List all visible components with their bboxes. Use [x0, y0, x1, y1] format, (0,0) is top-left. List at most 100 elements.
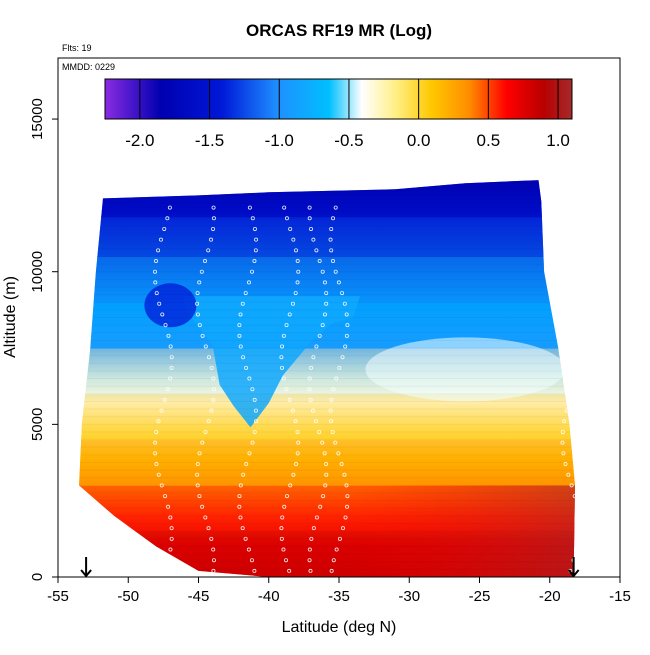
flight-track-dot [342, 472, 347, 477]
y-tick-label: 15000 [29, 98, 46, 140]
flight-track-dot [560, 259, 565, 264]
flight-track-dot [307, 558, 312, 563]
flight-track-dot [287, 568, 292, 573]
flight-track-dot [342, 301, 347, 306]
flight-track-dot [153, 280, 158, 285]
flight-track-dot [577, 516, 580, 519]
flight-track-dot [323, 483, 328, 488]
x-tick-label: -55 [47, 588, 69, 605]
down-arrow-icon [567, 569, 580, 578]
flight-track-dot [576, 505, 579, 508]
dry-core [144, 283, 197, 328]
flights-annotation: Flts: 19 [62, 43, 92, 53]
flight-track-dot [567, 226, 572, 231]
flight-track-dot [211, 387, 216, 392]
flight-track-dot [324, 301, 329, 306]
colorbar-tick-label: 1.0 [546, 131, 570, 150]
flight-track-dot [240, 526, 245, 531]
flight-track-dot [288, 226, 293, 231]
flight-track-dot [197, 451, 202, 456]
flight-track-dot [571, 387, 575, 392]
flight-track-dot [573, 323, 575, 328]
flight-track-dot [211, 205, 216, 210]
flight-track-dot [154, 462, 159, 467]
flight-track-dot [197, 323, 202, 328]
flight-track-dot [296, 440, 301, 445]
flight-track-dot [243, 536, 248, 541]
flight-track-dot [562, 419, 567, 424]
flight-track-dot [307, 547, 312, 552]
flight-track-dot [564, 237, 569, 242]
flight-track-dot [293, 248, 298, 253]
flight-track-dot [280, 344, 285, 349]
field-moist-north [365, 337, 566, 402]
flight-track-dot [322, 451, 327, 456]
flight-track-dot [206, 355, 211, 360]
flight-track-dot [211, 226, 216, 231]
flight-track-dot [280, 365, 285, 370]
flight-track-dot [163, 494, 168, 499]
x-axis-label: Latitude (deg N) [282, 619, 397, 636]
flight-track-dot [153, 269, 158, 274]
flight-track-dot [157, 301, 162, 306]
flight-track-dot [314, 248, 319, 253]
flight-track-dot [200, 440, 205, 445]
flight-track-dot [330, 429, 335, 434]
date-annotation: MMDD: 0229 [62, 62, 115, 72]
y-tick-label: 5000 [29, 408, 46, 441]
flight-track-dot [252, 397, 257, 402]
colorbar-gradient [104, 78, 573, 120]
flight-track-dot [295, 451, 300, 456]
flight-track-dot [560, 269, 565, 274]
flight-track-dot [195, 472, 200, 477]
flight-track-dot [153, 259, 158, 264]
flight-track-dot [167, 205, 172, 210]
flight-track-dot [295, 280, 300, 285]
flight-track-dot [578, 527, 581, 530]
flight-track-dot [166, 333, 171, 338]
x-axis: -55 -50 -45 -40 -35 -30 -25 -20 -15 [47, 577, 631, 605]
flight-track-dot [290, 408, 295, 413]
flight-track-dot [329, 568, 334, 573]
flight-track-dot [344, 333, 349, 338]
flight-track-dot [570, 312, 575, 317]
flight-track-dot [211, 376, 216, 381]
flight-track-dot [238, 344, 243, 349]
flight-track-dot [247, 376, 252, 381]
flight-track-dot [169, 355, 174, 360]
flight-track-dot [244, 462, 249, 467]
flight-track-dot [288, 483, 293, 488]
flight-track-dot [250, 269, 255, 274]
flight-track-dot [243, 291, 248, 296]
dry-tongue [184, 296, 361, 428]
flight-track-dot [290, 301, 295, 306]
flight-track-dot [324, 291, 329, 296]
flight-track-dot [566, 301, 571, 306]
y-axis-label: Altitude (m) [2, 276, 19, 358]
flight-track-dot [334, 376, 339, 381]
flight-track-dot [574, 547, 575, 552]
flight-track-dot [279, 526, 284, 531]
flight-track-dot [238, 483, 243, 488]
flight-track-dot [250, 440, 255, 445]
down-arrow-icon [80, 569, 92, 578]
flight-track-dot [169, 536, 174, 541]
field-warm-north [339, 485, 575, 577]
flight-track-dot [200, 333, 205, 338]
flight-track-dot [337, 365, 342, 370]
flight-track-dot [560, 440, 565, 445]
flight-track-dot [211, 558, 216, 563]
flight-track-dot [294, 462, 299, 467]
flight-track-dot [237, 504, 242, 509]
position-markers [80, 557, 580, 578]
chart-title: ORCAS RF19 MR (Log) [246, 21, 432, 40]
flight-track-dot [295, 259, 300, 264]
flight-track-dot [576, 334, 579, 337]
colorbar-tick-label: -2.0 [125, 131, 154, 150]
flight-track-dot [202, 259, 207, 264]
flight-track-dot [311, 355, 316, 360]
flight-track-dot [159, 408, 164, 413]
flight-track-dot [320, 269, 325, 274]
flight-track-dot [195, 291, 200, 296]
flight-track-dot [156, 248, 161, 253]
